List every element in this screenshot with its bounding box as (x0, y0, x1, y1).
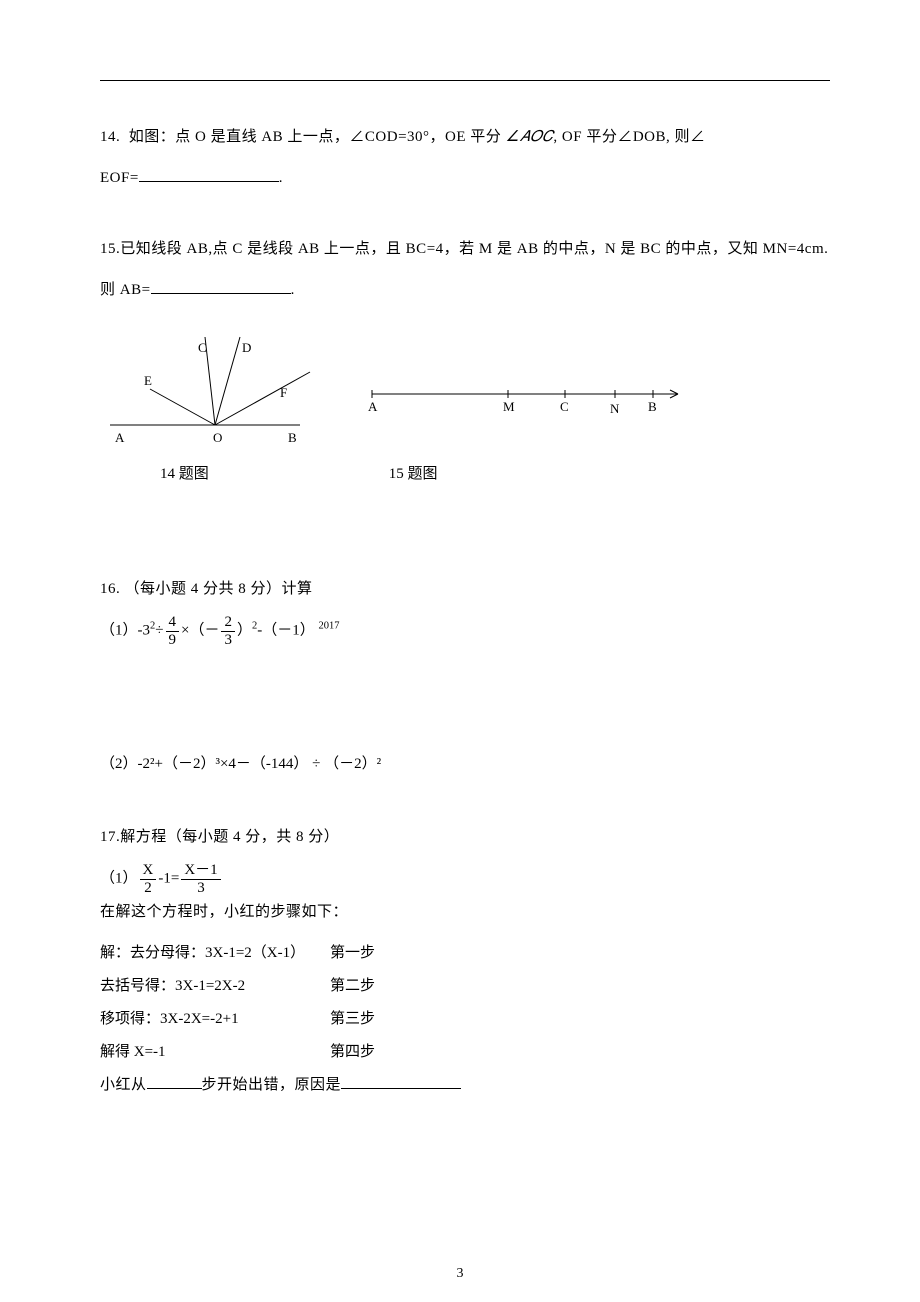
q16-p1-div: ÷ (155, 622, 163, 638)
q17-intro: 在解这个方程时，小红的步骤如下： (100, 896, 830, 929)
q16-p1-open2: （－1） (262, 622, 315, 638)
label-B: B (288, 430, 297, 445)
q16-part1-label: （1） (100, 622, 138, 638)
frac-den: 3 (181, 879, 220, 897)
q15-prefix: 则 AB= (100, 282, 151, 298)
step-row: 解得 X=-1 第四步 (100, 1036, 830, 1069)
step-right: 第二步 (330, 970, 410, 1003)
q16-part2-label: （2） (100, 756, 138, 772)
q14-text-1: 如图：点 O 是直线 AB 上一点，∠COD=30°，OE 平分 (129, 129, 502, 145)
question-14: 14. 如图：点 O 是直线 AB 上一点，∠COD=30°，OE 平分 ∠𝐴𝑂… (100, 121, 830, 154)
question-15: 15.已知线段 AB,点 C 是线段 AB 上一点，且 BC=4，若 M 是 A… (100, 233, 830, 266)
q17-conclusion: 小红从 步开始出错，原因是 (100, 1069, 830, 1102)
q16-p1-close: ） (237, 622, 252, 638)
q16-title: （每小题 4 分共 8 分）计算 (125, 581, 313, 597)
spacer (100, 203, 830, 233)
step-row: 去括号得：3X-1=2X-2 第二步 (100, 970, 830, 1003)
q16-p1-lead: -3 (138, 622, 151, 638)
figure-captions: 14 题图 15 题图 (100, 462, 830, 483)
q14-period: . (279, 170, 283, 186)
step-left: 移项得：3X-2X=-2+1 (100, 1003, 330, 1036)
spacer (100, 781, 830, 821)
q14-number: 14. (100, 129, 120, 145)
q14-angle-aoc: ∠𝐴𝑂𝐶 (506, 129, 554, 145)
label-D: D (242, 340, 251, 355)
question-17-title: 17.解方程（每小题 4 分，共 8 分） (100, 821, 830, 854)
seg-label-C: C (560, 399, 569, 414)
spacer (100, 648, 830, 748)
label-A: A (115, 430, 125, 445)
figure-14-caption: 14 题图 (160, 462, 209, 483)
q14-text-2: , OF 平分∠DOB, 则∠ (553, 129, 705, 145)
q17-conclusion-before: 小红从 (100, 1077, 147, 1093)
figures-row: A B O E C D F A M (100, 317, 830, 457)
frac-den: 2 (140, 879, 157, 897)
spacer (100, 513, 830, 573)
q14-prefix: EOF= (100, 170, 139, 186)
step-left: 解得 X=-1 (100, 1036, 330, 1069)
frac-num: 4 (166, 614, 180, 631)
frac-num: X (140, 862, 157, 879)
step-right: 第三步 (330, 1003, 410, 1036)
q17-number: 17. (100, 829, 120, 845)
seg-label-B: B (648, 399, 657, 414)
q17-part1-label: （1） (100, 870, 138, 886)
q17-title: 解方程（每小题 4 分，共 8 分） (120, 829, 339, 845)
frac-den: 3 (221, 631, 235, 649)
page: 14. 如图：点 O 是直线 AB 上一点，∠COD=30°，OE 平分 ∠𝐴𝑂… (0, 0, 920, 1302)
q17-steps: 解：去分母得：3X-1=2（X-1） 第一步 去括号得：3X-1=2X-2 第二… (100, 937, 830, 1069)
step-row: 解：去分母得：3X-1=2（X-1） 第一步 (100, 937, 830, 970)
page-number: 3 (0, 1266, 920, 1282)
label-O: O (213, 430, 222, 445)
frac-num: X－1 (181, 862, 220, 879)
q16-number: 16. (100, 581, 120, 597)
step-left: 去分母得：3X-1=2（X-1） (130, 945, 305, 961)
q16-p1-open: （－ (189, 622, 219, 638)
frac-num: 2 (221, 614, 235, 631)
seg-label-M: M (503, 399, 515, 414)
step-row: 移项得：3X-2X=-2+1 第三步 (100, 1003, 830, 1036)
q17-conclusion-mid: 步开始出错，原因是 (202, 1077, 342, 1093)
frac-den: 9 (166, 631, 180, 649)
figure-14: A B O E C D F (100, 317, 350, 457)
q16-part2-text: -2²+（－2）³×4－（-144） ÷ （－2）² (138, 756, 382, 772)
q17-part1-eq: （1）X2-1=X－13 (100, 862, 830, 896)
q16-part1: （1）-32÷49×（－23）2-（－1） 2017 (100, 614, 830, 648)
step-right: 第一步 (330, 937, 410, 970)
q16-part2: （2）-2²+（－2）³×4－（-144） ÷ （－2）² (100, 748, 830, 781)
solve-label: 解： (100, 945, 130, 961)
figure-15-caption: 15 题图 (389, 462, 438, 483)
step-left: 去括号得：3X-1=2X-2 (100, 970, 330, 1003)
seg-label-A: A (368, 399, 378, 414)
step-right: 第四步 (330, 1036, 410, 1069)
label-F: F (280, 385, 287, 400)
q14-blank (139, 166, 279, 182)
q15-period: . (291, 282, 295, 298)
label-C: C (198, 340, 207, 355)
figure-15: A M C N B (360, 317, 690, 457)
q17-eq-mid: -1= (158, 870, 179, 886)
label-E: E (144, 373, 152, 388)
q17-blank-2 (341, 1073, 461, 1089)
q15-blank (151, 278, 291, 294)
question-14-line2: EOF=. (100, 162, 830, 195)
q15-number: 15. (100, 241, 120, 257)
q16-p1-frac1: 49 (166, 614, 180, 648)
q17-frac2: X－13 (181, 862, 220, 896)
q15-text: 已知线段 AB,点 C 是线段 AB 上一点，且 BC=4，若 M 是 AB 的… (120, 241, 828, 257)
q16-p1-frac2: 23 (221, 614, 235, 648)
q17-blank-1 (147, 1073, 202, 1089)
seg-label-N: N (610, 401, 620, 416)
top-rule (100, 80, 830, 81)
question-15-line2: 则 AB=. (100, 274, 830, 307)
q17-frac1: X2 (140, 862, 157, 896)
q16-p1-exp3: 2017 (319, 620, 340, 631)
question-16-title: 16. （每小题 4 分共 8 分）计算 (100, 573, 830, 606)
